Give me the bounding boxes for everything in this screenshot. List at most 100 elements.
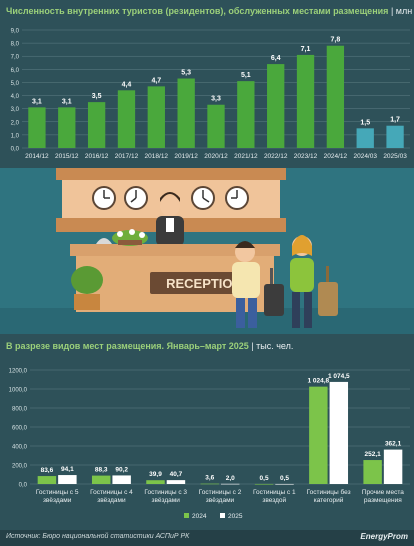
bar bbox=[254, 483, 274, 485]
tourist-man-icon bbox=[232, 241, 260, 328]
bar bbox=[91, 475, 111, 484]
source-text: Источник: Бюро национальной статистики А… bbox=[6, 533, 190, 540]
receptionist-icon bbox=[156, 192, 184, 246]
x-tick-label: категорий bbox=[314, 496, 344, 504]
reception-scene: RECEPTION bbox=[0, 168, 414, 334]
bar-value-label: 3,1 bbox=[32, 98, 42, 105]
top-chart-title-text: Численность внутренних туристов (резиден… bbox=[6, 6, 389, 16]
bar bbox=[329, 381, 349, 484]
reception-sign: RECEPTION bbox=[166, 276, 242, 291]
x-tick-label: Прочие места bbox=[362, 489, 404, 496]
x-tick-label: 2024/03 bbox=[353, 153, 377, 160]
legend-swatch bbox=[184, 513, 189, 518]
top-chart-panel: Численность внутренних туристов (резиден… bbox=[0, 0, 414, 168]
top-chart-unit: млн чел. bbox=[395, 6, 414, 16]
x-tick-label: звёздами bbox=[206, 497, 235, 504]
y-tick-label: 2,0 bbox=[11, 120, 20, 126]
y-tick-label: 7,0 bbox=[11, 55, 20, 61]
clock-icon bbox=[225, 186, 249, 210]
x-tick-label: 2017/12 bbox=[115, 153, 139, 160]
legend-label: 2025 bbox=[228, 513, 243, 520]
bar bbox=[207, 104, 225, 148]
top-chart-title-separator: | bbox=[390, 6, 394, 16]
bar-value-label: 1 024,8 bbox=[307, 378, 329, 385]
tourist-woman-icon bbox=[290, 235, 314, 328]
bar-value-label: 3,5 bbox=[92, 93, 102, 100]
bottom-chart-title-text: В разрезе видов мест размещения. Январь–… bbox=[6, 341, 249, 351]
bar-value-label: 4,4 bbox=[122, 81, 132, 88]
bar-value-label: 0,5 bbox=[280, 475, 289, 482]
clock-icon bbox=[92, 186, 116, 210]
bar-value-label: 0,5 bbox=[260, 475, 269, 482]
potted-plant-icon bbox=[71, 266, 103, 310]
y-tick-label: 800,0 bbox=[12, 407, 28, 413]
reception-illustration: RECEPTION bbox=[0, 168, 414, 334]
plant-icon bbox=[112, 229, 148, 246]
bar bbox=[166, 480, 186, 484]
bar-value-label: 7,8 bbox=[331, 37, 341, 44]
clock-icon bbox=[124, 186, 148, 210]
y-tick-label: 1,0 bbox=[11, 133, 20, 139]
suitcase-icon bbox=[318, 266, 338, 316]
bar-value-label: 2,0 bbox=[226, 475, 235, 482]
x-tick-label: Гостиницы с 1 bbox=[253, 489, 296, 496]
bottom-chart-title-separator: | bbox=[251, 341, 254, 351]
bar-value-label: 3,6 bbox=[205, 475, 214, 482]
x-tick-label: звездой bbox=[262, 496, 286, 504]
top-chart-title: Численность внутренних туристов (резиден… bbox=[6, 6, 414, 16]
reception-desk-top bbox=[70, 244, 280, 256]
bar-value-label: 94,1 bbox=[61, 466, 74, 473]
x-tick-label: 2016/12 bbox=[85, 153, 109, 160]
y-tick-label: 9,0 bbox=[11, 29, 20, 35]
bar bbox=[309, 386, 328, 484]
bell-icon bbox=[96, 238, 112, 244]
x-tick-label: 2014/12 bbox=[25, 153, 49, 160]
y-tick-label: 6,0 bbox=[11, 68, 20, 74]
y-tick-label: 200,0 bbox=[12, 464, 28, 470]
y-tick-label: 0,0 bbox=[19, 483, 28, 489]
bar bbox=[363, 460, 382, 484]
legend-label: 2024 bbox=[192, 513, 207, 520]
x-tick-label: 2024/12 bbox=[324, 153, 348, 160]
x-tick-label: Гостиницы с 3 bbox=[144, 489, 187, 496]
bar bbox=[58, 475, 77, 484]
bar-value-label: 5,3 bbox=[181, 70, 191, 77]
energyprom-logo: EnergyProm bbox=[360, 532, 408, 541]
y-tick-label: 5,0 bbox=[11, 81, 20, 87]
bar-value-label: 5,1 bbox=[241, 72, 251, 79]
x-tick-label: звёздами bbox=[97, 497, 126, 504]
bar bbox=[221, 483, 240, 485]
bar bbox=[326, 45, 345, 148]
suitcase-icon bbox=[264, 268, 284, 316]
y-tick-label: 1200,0 bbox=[9, 369, 28, 375]
bar bbox=[117, 90, 136, 148]
bar bbox=[275, 483, 294, 485]
bar-value-label: 83,6 bbox=[41, 467, 54, 474]
bar bbox=[356, 128, 374, 148]
top-bar-chart: 0,0 1,0 2,0 3,0 4,0 5,0 6,0 7,0 8,0 9,0 3,1 2014/12… bbox=[11, 29, 410, 160]
bar-value-label: 6,4 bbox=[271, 55, 281, 62]
bar-value-label: 90,2 bbox=[115, 466, 128, 473]
bar bbox=[177, 78, 195, 148]
bar bbox=[58, 107, 76, 148]
bar-value-label: 1,5 bbox=[360, 119, 370, 126]
bar bbox=[296, 54, 315, 148]
bar bbox=[386, 125, 404, 148]
y-tick-label: 600,0 bbox=[12, 426, 28, 432]
bar bbox=[112, 475, 131, 484]
bar bbox=[146, 480, 165, 484]
footer: Источник: Бюро национальной статистики А… bbox=[0, 530, 414, 546]
bar-value-label: 1 074,5 bbox=[328, 373, 350, 380]
x-tick-label: размещения bbox=[364, 497, 402, 504]
x-tick-label: 2022/12 bbox=[264, 153, 288, 160]
y-tick-label: 1000,0 bbox=[9, 388, 28, 394]
bar-value-label: 88,3 bbox=[95, 467, 108, 474]
bar-value-label: 7,1 bbox=[301, 46, 311, 53]
bar-value-label: 40,7 bbox=[170, 471, 183, 478]
bar-value-label: 252,1 bbox=[364, 451, 381, 458]
y-tick-label: 400,0 bbox=[12, 445, 28, 451]
x-tick-label: 2018/12 bbox=[145, 153, 169, 160]
x-tick-label: 2015/12 bbox=[55, 153, 79, 160]
y-tick-label: 3,0 bbox=[11, 107, 20, 113]
bar-value-label: 3,1 bbox=[62, 98, 72, 105]
